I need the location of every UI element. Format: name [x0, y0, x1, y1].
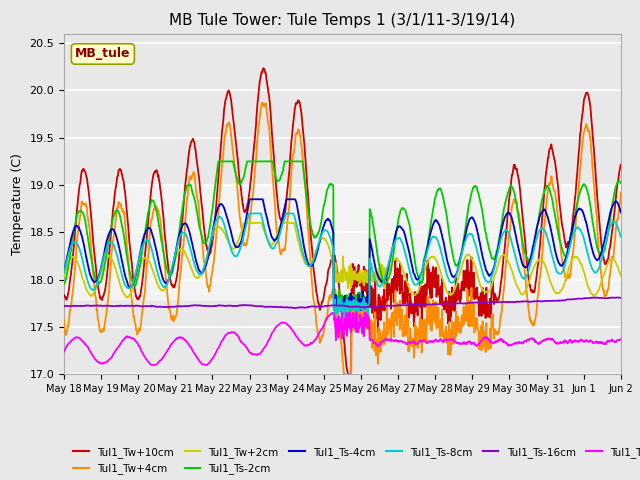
Text: MB_tule: MB_tule	[75, 48, 131, 60]
Legend: Tul1_Tw+10cm, Tul1_Tw+4cm, Tul1_Tw+2cm, Tul1_Ts-2cm, Tul1_Ts-4cm, Tul1_Ts-8cm, T: Tul1_Tw+10cm, Tul1_Tw+4cm, Tul1_Tw+2cm, …	[69, 443, 640, 478]
Bar	[64, 185, 621, 299]
Y-axis label: Temperature (C): Temperature (C)	[11, 153, 24, 255]
Title: MB Tule Tower: Tule Temps 1 (3/1/11-3/19/14): MB Tule Tower: Tule Temps 1 (3/1/11-3/19…	[169, 13, 516, 28]
